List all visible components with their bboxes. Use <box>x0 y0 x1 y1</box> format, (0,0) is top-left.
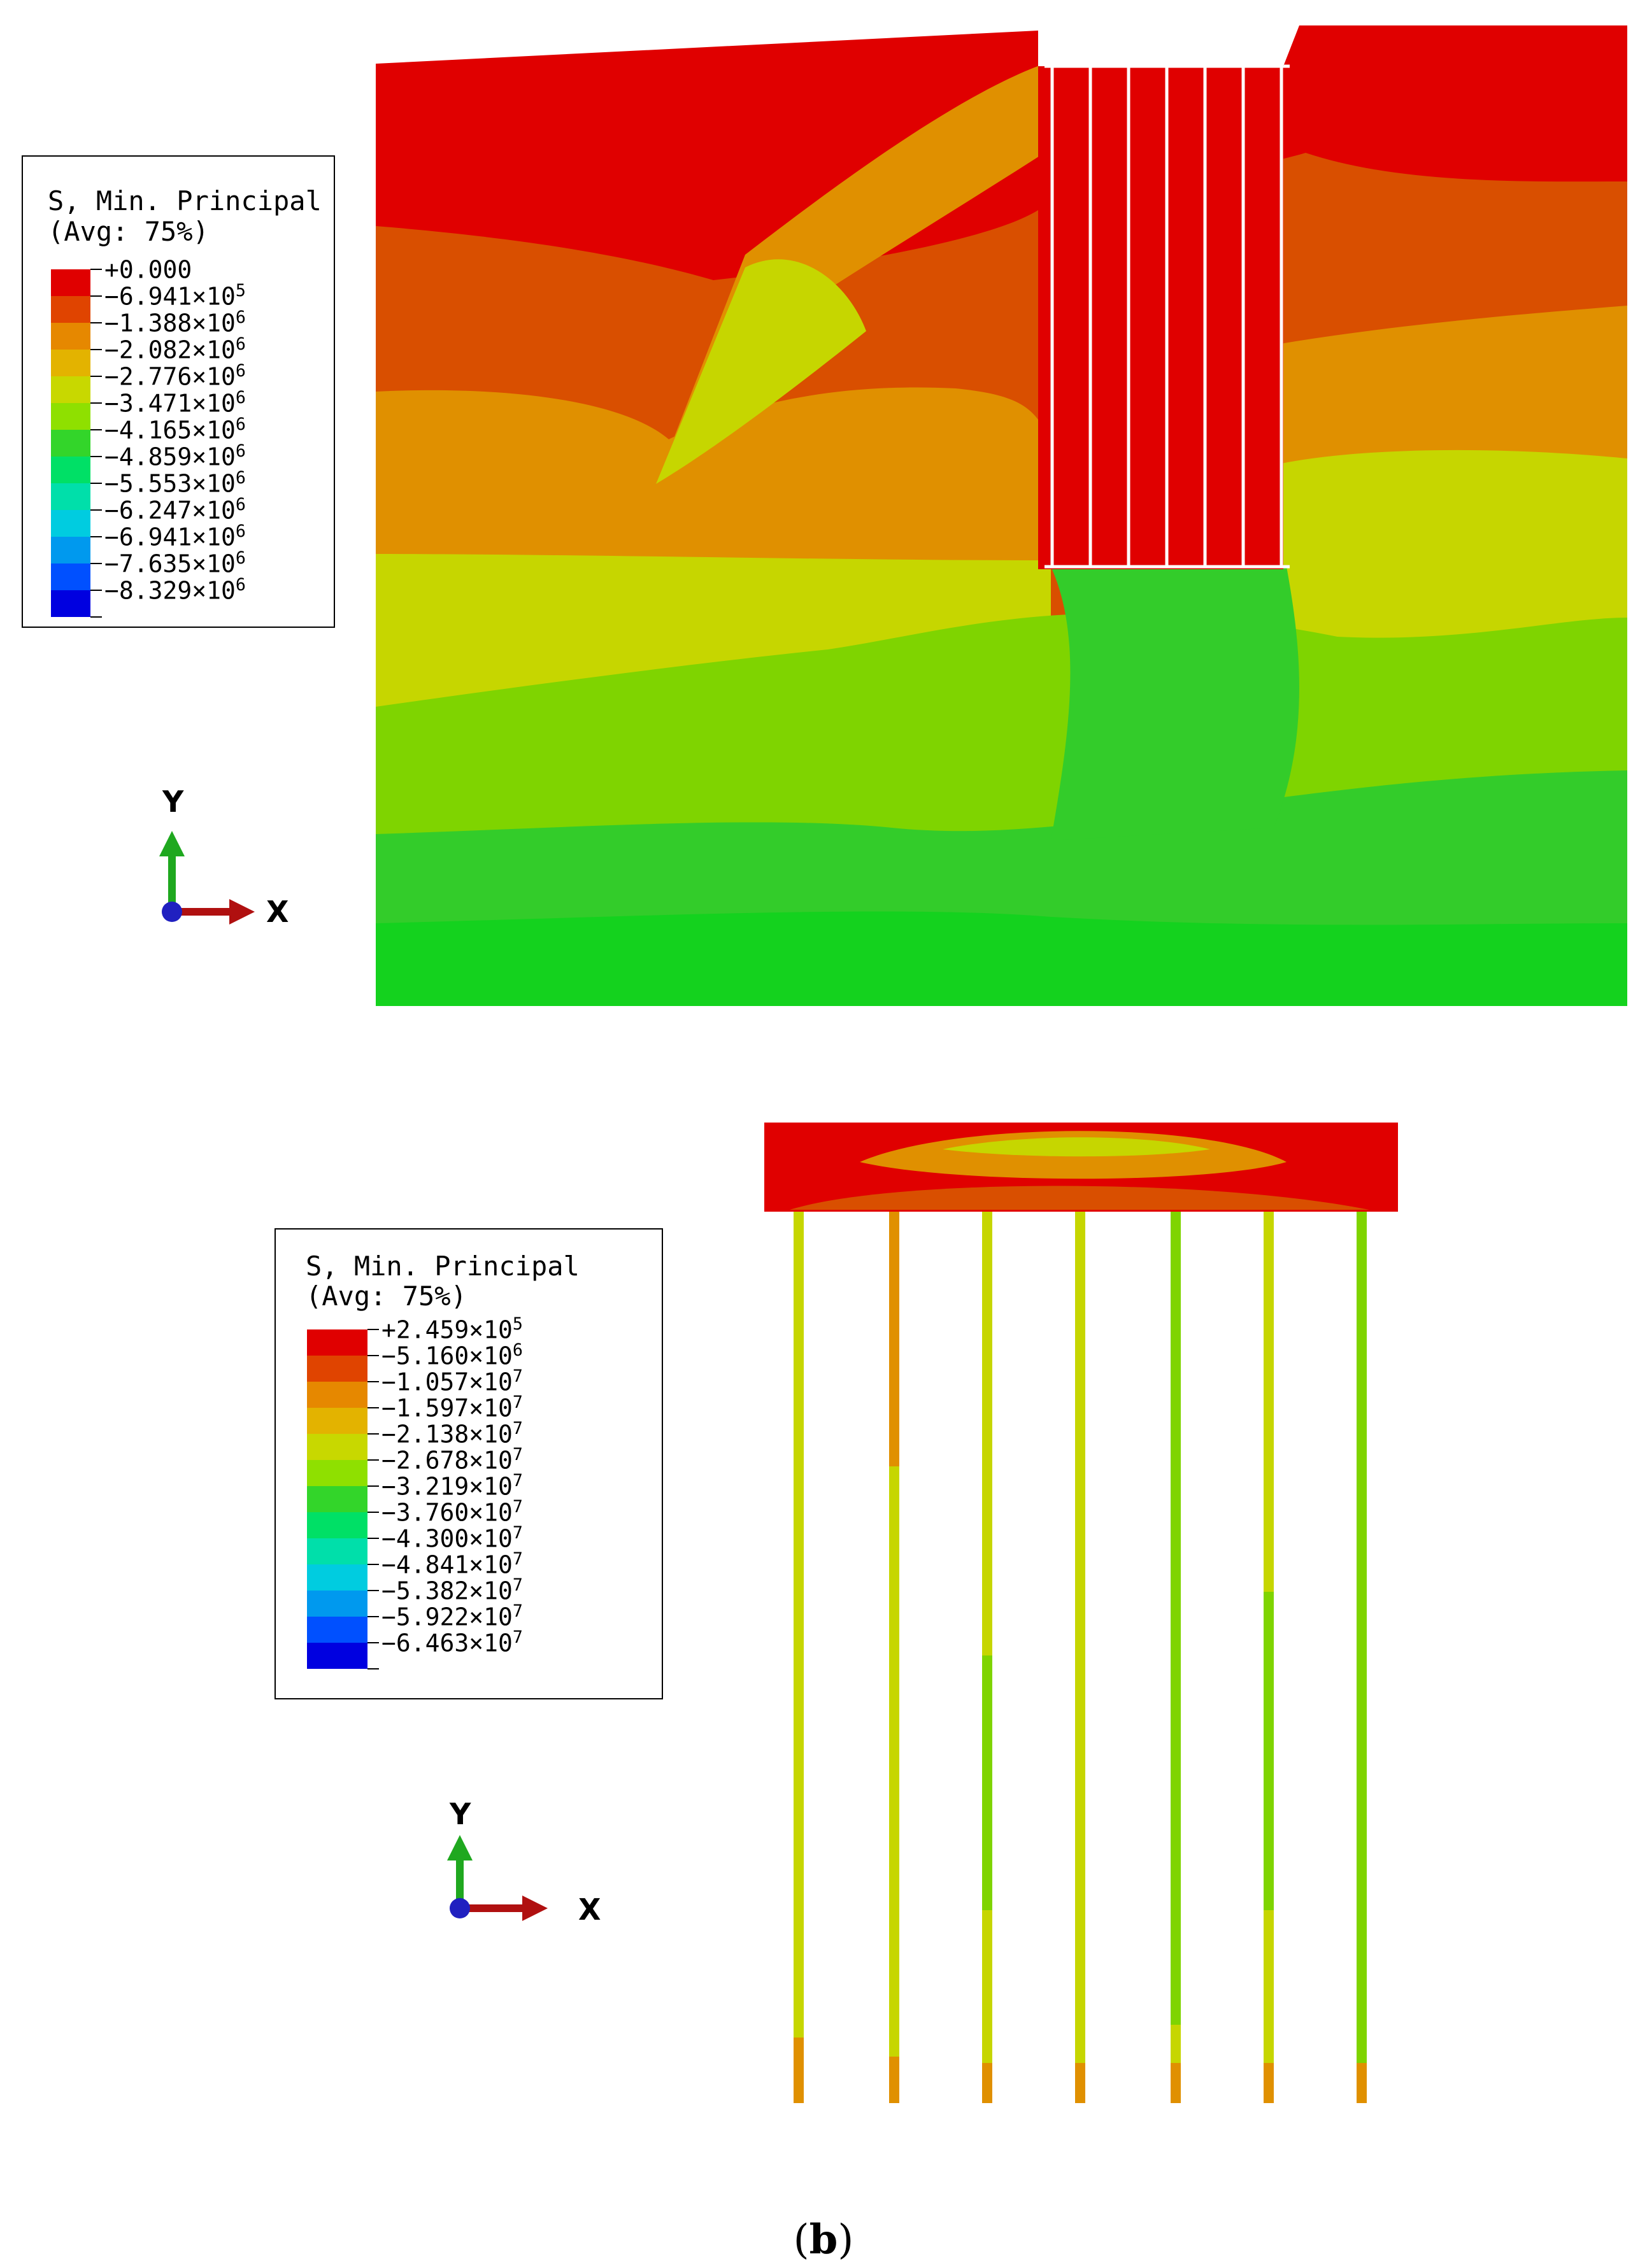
soil-contour-model <box>376 25 1627 1006</box>
top-legend-swatch-9 <box>51 483 90 510</box>
band-green-deep <box>376 911 1627 1006</box>
slip-band-inner <box>656 259 866 484</box>
bottom-axis-triad: Y X <box>447 1797 601 1927</box>
top-legend-swatch-13 <box>51 590 90 617</box>
top-legend-label-13: −8.329×106 <box>104 575 246 604</box>
bottom-legend-swatch-10 <box>307 1564 367 1591</box>
y-arrowhead <box>159 831 185 856</box>
bottom-legend-label-7: −3.219×107 <box>381 1471 523 1500</box>
piles <box>794 1212 1367 2103</box>
top-legend-label-2: −6.941×105 <box>104 281 246 310</box>
bottom-legend-label-9: −4.300×107 <box>381 1523 523 1552</box>
top-panel: S, Min. Principal (Avg: 75%) +0.000−6.94… <box>22 25 1627 1006</box>
bottom-legend-label-4: −1.597×107 <box>381 1393 523 1422</box>
bottom-legend-label-5: −2.138×107 <box>381 1419 523 1448</box>
bottom-legend-swatch-13 <box>307 1643 367 1669</box>
bottom-legend-label-11: −5.382×107 <box>381 1575 523 1605</box>
pile-3 <box>982 1212 992 2103</box>
pile-6 <box>1264 1212 1274 2103</box>
bottom-panel: S, Min. Principal (Avg: 75%) +2.459×105−… <box>274 1123 1398 2103</box>
bottom-legend-swatch-8 <box>307 1512 367 1538</box>
top-legend-label-3: −1.388×106 <box>104 308 246 337</box>
top-legend-swatch-6 <box>51 403 90 430</box>
bottom-legend-swatch-2 <box>307 1356 367 1382</box>
legend-swatches <box>307 1329 379 1669</box>
pile-5 <box>1171 1212 1181 2103</box>
bottom-legend-swatch-9 <box>307 1538 367 1564</box>
pile-cap <box>764 1123 1398 1212</box>
top-legend-swatch-1 <box>51 269 90 296</box>
y-arrowhead <box>447 1835 473 1860</box>
bottom-legend: S, Min. Principal (Avg: 75%) +2.459×105−… <box>274 1228 663 1699</box>
bottom-legend-label-2: −5.160×106 <box>381 1340 523 1370</box>
top-legend-swatch-10 <box>51 510 90 537</box>
top-axis-triad: Y X <box>159 784 289 929</box>
top-legend-label-4: −2.082×106 <box>104 334 246 364</box>
pile-outlines <box>1045 64 1290 569</box>
top-legend-swatch-4 <box>51 350 90 376</box>
x-axis-label: X <box>578 1892 601 1927</box>
bottom-legend-label-10: −4.841×107 <box>381 1549 523 1578</box>
pile-1 <box>794 1212 804 2103</box>
x-axis-label: X <box>266 895 289 929</box>
top-legend-label-1: +0.000 <box>104 255 192 283</box>
bottom-legend-swatch-6 <box>307 1460 367 1486</box>
z-axis-dot <box>450 1898 470 1918</box>
bottom-legend-label-3: −1.057×107 <box>381 1366 523 1396</box>
top-legend-label-12: −7.635×106 <box>104 548 246 578</box>
top-legend: S, Min. Principal (Avg: 75%) +0.000−6.94… <box>22 155 335 628</box>
figure-caption: (b) <box>793 2216 854 2264</box>
bottom-legend-swatch-3 <box>307 1382 367 1408</box>
legend-title: S, Min. Principal <box>306 1251 580 1282</box>
top-legend-label-6: −3.471×106 <box>104 388 246 417</box>
top-legend-label-5: −2.776×106 <box>104 361 246 390</box>
z-axis-dot <box>162 902 182 922</box>
caption-letter: b <box>809 2216 838 2264</box>
top-legend-swatch-2 <box>51 296 90 323</box>
legend-subtitle: (Avg: 75%) <box>48 216 209 247</box>
pile-4 <box>1075 1212 1085 2103</box>
pile-7 <box>1357 1212 1367 2103</box>
top-legend-swatch-7 <box>51 430 90 457</box>
top-legend-label-11: −6.941×106 <box>104 521 246 551</box>
bottom-legend-label-8: −3.760×107 <box>381 1497 523 1526</box>
slip-band-outer <box>656 64 1045 484</box>
top-legend-label-9: −5.553×106 <box>104 468 246 497</box>
legend-subtitle: (Avg: 75%) <box>306 1280 467 1312</box>
bottom-legend-swatch-7 <box>307 1486 367 1512</box>
top-legend-swatch-5 <box>51 376 90 403</box>
top-legend-swatch-11 <box>51 537 90 563</box>
top-legend-swatch-3 <box>51 323 90 350</box>
y-axis-label: Y <box>449 1797 471 1831</box>
bottom-legend-swatch-12 <box>307 1617 367 1643</box>
bottom-legend-swatch-4 <box>307 1408 367 1434</box>
pile-group-region <box>1038 66 1283 569</box>
pile-2 <box>889 1212 899 2103</box>
top-legend-swatch-8 <box>51 457 90 483</box>
bottom-legend-label-12: −5.922×107 <box>381 1601 523 1631</box>
y-axis-label: Y <box>162 784 184 819</box>
bottom-legend-label-6: −2.678×107 <box>381 1445 523 1474</box>
legend-labels: +0.000−6.941×105−1.388×106−2.082×106−2.7… <box>104 255 246 604</box>
top-legend-label-8: −4.859×106 <box>104 441 246 471</box>
legend-title: S, Min. Principal <box>48 185 322 216</box>
top-legend-label-10: −6.247×106 <box>104 495 246 524</box>
legend-labels: +2.459×105−5.160×106−1.057×107−1.597×107… <box>381 1314 523 1657</box>
top-legend-swatch-12 <box>51 563 90 590</box>
x-arrowhead <box>522 1896 548 1921</box>
bottom-legend-label-1: +2.459×105 <box>381 1314 523 1343</box>
bottom-legend-swatch-1 <box>307 1329 367 1356</box>
bottom-legend-label-13: −6.463×107 <box>381 1627 523 1657</box>
bottom-legend-swatch-11 <box>307 1591 367 1617</box>
top-legend-label-7: −4.165×106 <box>104 415 246 444</box>
zone-below-piles <box>1051 567 1299 840</box>
bottom-legend-swatch-5 <box>307 1434 367 1460</box>
legend-swatches <box>51 269 102 618</box>
x-arrowhead <box>229 899 255 925</box>
